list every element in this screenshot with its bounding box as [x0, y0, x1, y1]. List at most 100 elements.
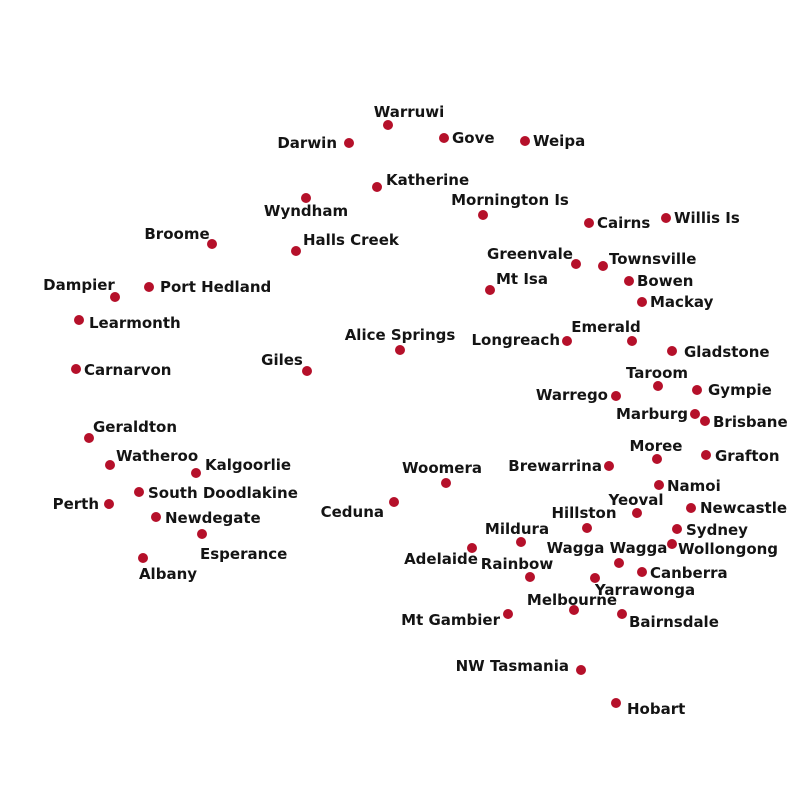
station-giles: Giles — [261, 351, 312, 376]
station-marker-taroom — [653, 381, 663, 391]
station-marker-dampier — [110, 292, 120, 302]
station-marker-canberra — [637, 567, 647, 577]
station-label-mt-isa: Mt Isa — [496, 270, 548, 288]
station-marker-warrego — [611, 391, 621, 401]
station-label-warruwi: Warruwi — [374, 103, 445, 121]
station-label-ceduna: Ceduna — [321, 503, 384, 521]
station-label-namoi: Namoi — [667, 477, 721, 495]
station-gympie: Gympie — [692, 381, 772, 399]
station-label-wollongong: Wollongong — [678, 540, 778, 558]
station-marker-katherine — [372, 182, 382, 192]
station-mt-gambier: Mt Gambier — [401, 609, 513, 629]
station-marker-esperance — [197, 529, 207, 539]
station-label-kalgoorlie: Kalgoorlie — [205, 456, 291, 474]
station-marker-kalgoorlie — [191, 468, 201, 478]
station-label-gympie: Gympie — [708, 381, 772, 399]
station-newcastle: Newcastle — [686, 499, 787, 517]
station-marker-mildura — [516, 537, 526, 547]
station-marker-melbourne — [569, 605, 579, 615]
station-marker-adelaide — [467, 543, 477, 553]
station-bowen: Bowen — [624, 272, 693, 290]
station-marker-woomera — [441, 478, 451, 488]
station-label-hobart: Hobart — [627, 700, 685, 718]
station-kalgoorlie: Kalgoorlie — [191, 456, 291, 478]
station-dampier: Dampier — [43, 276, 120, 302]
station-mt-isa: Mt Isa — [485, 270, 548, 295]
station-label-learmonth: Learmonth — [89, 314, 181, 332]
station-namoi: Namoi — [654, 477, 721, 495]
station-adelaide: Adelaide — [404, 543, 478, 568]
station-marker-watheroo — [105, 460, 115, 470]
station-label-geraldton: Geraldton — [93, 418, 177, 436]
station-marker-mt-gambier — [503, 609, 513, 619]
station-label-adelaide: Adelaide — [404, 550, 478, 568]
station-label-longreach: Longreach — [471, 331, 560, 349]
station-marker-mt-isa — [485, 285, 495, 295]
station-albany: Albany — [138, 553, 197, 583]
station-marker-wagga-wagga — [614, 558, 624, 568]
station-marker-gladstone — [667, 346, 677, 356]
station-marker-warruwi — [383, 120, 393, 130]
station-marker-mornington-is — [478, 210, 488, 220]
station-mildura: Mildura — [485, 520, 549, 547]
station-katherine: Katherine — [372, 171, 469, 192]
station-sydney: Sydney — [672, 521, 748, 539]
station-label-carnarvon: Carnarvon — [84, 361, 172, 379]
station-marker-brewarrina — [604, 461, 614, 471]
station-label-perth: Perth — [53, 495, 99, 513]
station-label-canberra: Canberra — [650, 564, 728, 582]
station-wagga-wagga: Wagga Wagga — [547, 539, 668, 568]
station-wyndham: Wyndham — [264, 193, 348, 220]
station-marker-gove — [439, 133, 449, 143]
station-label-willis-is: Willis Is — [674, 209, 740, 227]
station-label-katherine: Katherine — [386, 171, 469, 189]
station-darwin: Darwin — [277, 134, 354, 152]
station-marker-moree — [652, 454, 662, 464]
station-gove: Gove — [439, 129, 495, 147]
station-label-moree: Moree — [630, 437, 683, 455]
station-label-yarrawonga: Yarrawonga — [594, 581, 695, 599]
station-marker-mackay — [637, 297, 647, 307]
station-marker-bairnsdale — [617, 609, 627, 619]
station-label-nw-tasmania: NW Tasmania — [456, 657, 569, 675]
station-grafton: Grafton — [701, 447, 780, 465]
station-label-newdegate: Newdegate — [165, 509, 261, 527]
station-label-halls-creek: Halls Creek — [303, 231, 400, 249]
station-marker-bowen — [624, 276, 634, 286]
station-label-greenvale: Greenvale — [487, 245, 573, 263]
station-label-brisbane: Brisbane — [713, 413, 788, 431]
station-label-darwin: Darwin — [277, 134, 337, 152]
station-marker-longreach — [562, 336, 572, 346]
station-label-giles: Giles — [261, 351, 303, 369]
station-marker-marburg — [690, 409, 700, 419]
station-label-south-doodlakine: South Doodlakine — [148, 484, 298, 502]
station-label-mackay: Mackay — [650, 293, 714, 311]
station-label-alice-springs: Alice Springs — [345, 326, 456, 344]
station-label-bairnsdale: Bairnsdale — [629, 613, 719, 631]
station-marker-gympie — [692, 385, 702, 395]
station-greenvale: Greenvale — [487, 245, 581, 269]
station-marker-newcastle — [686, 503, 696, 513]
station-label-hillston: Hillston — [551, 504, 616, 522]
station-marker-weipa — [520, 136, 530, 146]
station-mornington-is: Mornington Is — [451, 191, 569, 220]
station-cairns: Cairns — [584, 214, 650, 232]
station-hobart: Hobart — [611, 698, 685, 718]
station-marker-alice-springs — [395, 345, 405, 355]
station-marker-giles — [302, 366, 312, 376]
station-longreach: Longreach — [471, 331, 572, 349]
station-label-wagga-wagga: Wagga Wagga — [547, 539, 668, 557]
station-label-albany: Albany — [139, 565, 197, 583]
station-marker-wyndham — [301, 193, 311, 203]
station-townsville: Townsville — [598, 250, 696, 271]
station-brewarrina: Brewarrina — [508, 457, 614, 475]
station-label-grafton: Grafton — [715, 447, 780, 465]
station-willis-is: Willis Is — [661, 209, 740, 227]
station-port-hedland: Port Hedland — [144, 278, 271, 296]
station-marker-albany — [138, 553, 148, 563]
station-hillston: Hillston — [551, 504, 617, 533]
station-label-esperance: Esperance — [200, 545, 287, 563]
station-label-mornington-is: Mornington Is — [451, 191, 569, 209]
station-newdegate: Newdegate — [151, 509, 261, 527]
